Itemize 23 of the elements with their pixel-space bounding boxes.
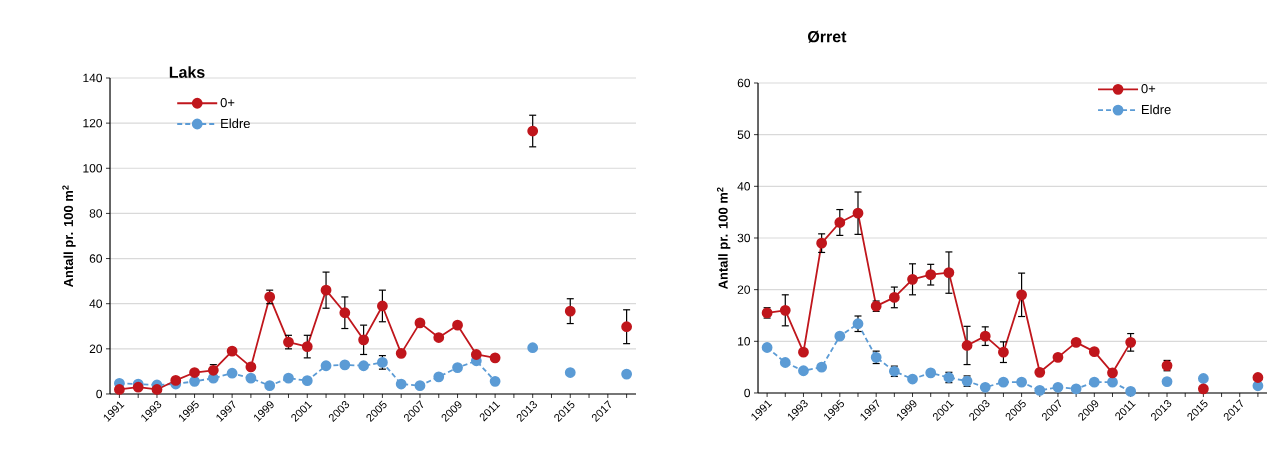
y-tick-label: 100 [83, 164, 103, 173]
legend-label: Eldre [221, 118, 250, 129]
y-tick-label: 120 [83, 118, 103, 128]
y-tick-label: 20 [737, 285, 751, 294]
y-tick-label: 140 [83, 73, 103, 83]
y-tick-label: 30 [737, 233, 751, 243]
y-axis-title: Antall pr. 100 m$^{2}$ [716, 187, 731, 290]
y-tick-label: 10 [738, 337, 751, 346]
chart-title: Laks [169, 66, 205, 78]
y-tick-label: 50 [737, 130, 751, 139]
y-tick-label: 80 [89, 209, 103, 218]
y-axis-title: Antall pr. 100 m$^{2}$ [62, 185, 76, 288]
legend-label: 0+ [220, 97, 235, 108]
y-tick-label: 40 [89, 299, 103, 308]
y-tick-label: 0 [96, 389, 103, 399]
legend-label: 0+ [1141, 84, 1156, 94]
y-tick-label: 40 [737, 182, 751, 191]
chart-title: Ørret [808, 30, 847, 43]
y-tick-label: 60 [737, 78, 751, 88]
y-tick-label: 0 [744, 388, 751, 398]
y-tick-label: 60 [89, 254, 103, 263]
y-tick-label: 20 [89, 344, 103, 354]
legend-label: Eldre [1142, 104, 1171, 115]
